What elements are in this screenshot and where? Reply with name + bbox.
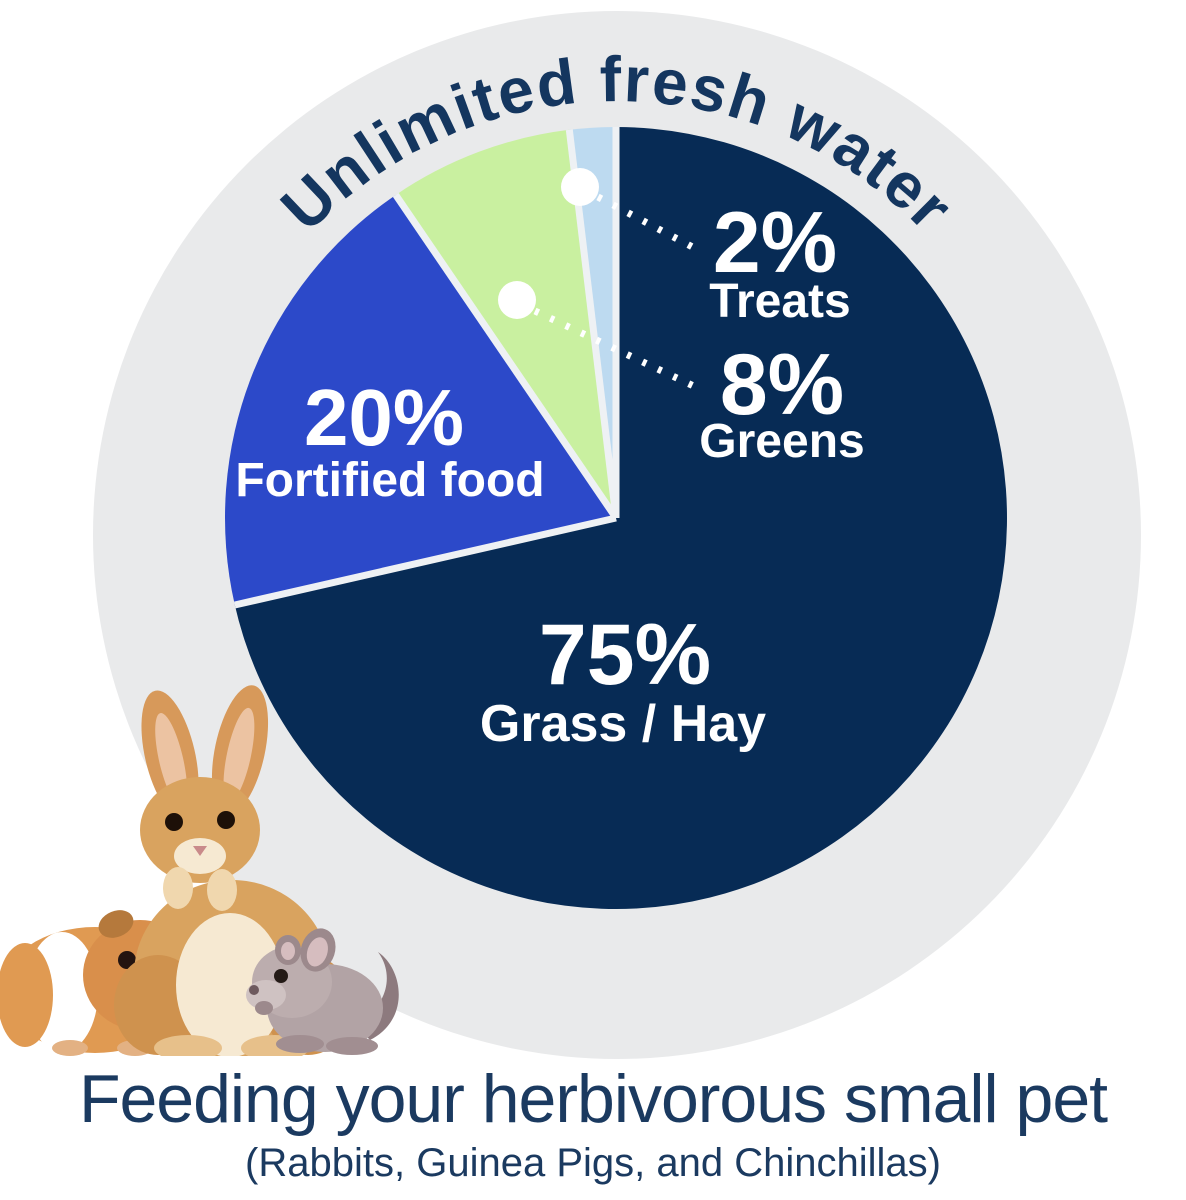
rabbit-foot bbox=[154, 1035, 222, 1056]
footer: Feeding your herbivorous small pet (Rabb… bbox=[0, 1062, 1186, 1186]
grass-pct-label: 75% bbox=[539, 607, 711, 703]
footer-subtitle: (Rabbits, Guinea Pigs, and Chinchillas) bbox=[245, 1140, 941, 1185]
chinchilla-eye bbox=[274, 969, 288, 983]
greens-pct-label: 8% bbox=[720, 337, 844, 433]
fortified-name-label: Fortified food bbox=[235, 454, 544, 507]
greens-leader-dot bbox=[498, 281, 536, 319]
greens-name-label: Greens bbox=[699, 415, 864, 468]
pie-separator bbox=[234, 514, 617, 609]
guinea-pig-ear bbox=[98, 910, 134, 938]
pie-slice-greens bbox=[395, 129, 616, 518]
rabbit-eye bbox=[165, 813, 183, 831]
treats-name-label: Treats bbox=[709, 275, 850, 328]
chinchilla-image bbox=[246, 928, 399, 1055]
treats-leader-line bbox=[596, 193, 704, 256]
rabbit-paw bbox=[163, 867, 193, 909]
guinea-pig-foot bbox=[52, 1040, 88, 1056]
chinchilla-ear-left bbox=[275, 935, 301, 965]
chinchilla-ear-right bbox=[300, 928, 336, 972]
pie-slice-grass-hay bbox=[234, 127, 1007, 910]
fortified-pct-label: 20% bbox=[304, 373, 464, 462]
chinchilla-paw bbox=[255, 1001, 273, 1015]
chinchilla-nose bbox=[249, 985, 259, 995]
guinea-pig-eye bbox=[118, 951, 136, 969]
rabbit-paw bbox=[207, 869, 237, 911]
treats-leader-dot bbox=[561, 168, 599, 206]
treats-pct-label: 2% bbox=[713, 195, 837, 291]
pie-chart bbox=[225, 127, 1007, 910]
chinchilla-foot bbox=[276, 1035, 324, 1053]
rabbit-nose bbox=[193, 846, 207, 856]
grass-name-label: Grass / Hay bbox=[480, 695, 766, 753]
rabbit-belly bbox=[176, 913, 284, 1056]
chinchilla-foot bbox=[326, 1037, 378, 1055]
rabbit-eye bbox=[217, 811, 235, 829]
footer-title: Feeding your herbivorous small pet bbox=[78, 1061, 1108, 1137]
pie-slice-fortified-food bbox=[225, 194, 617, 606]
rabbit-head bbox=[140, 777, 260, 883]
pie-separator bbox=[392, 192, 619, 520]
guinea-pig-rear bbox=[0, 943, 53, 1047]
